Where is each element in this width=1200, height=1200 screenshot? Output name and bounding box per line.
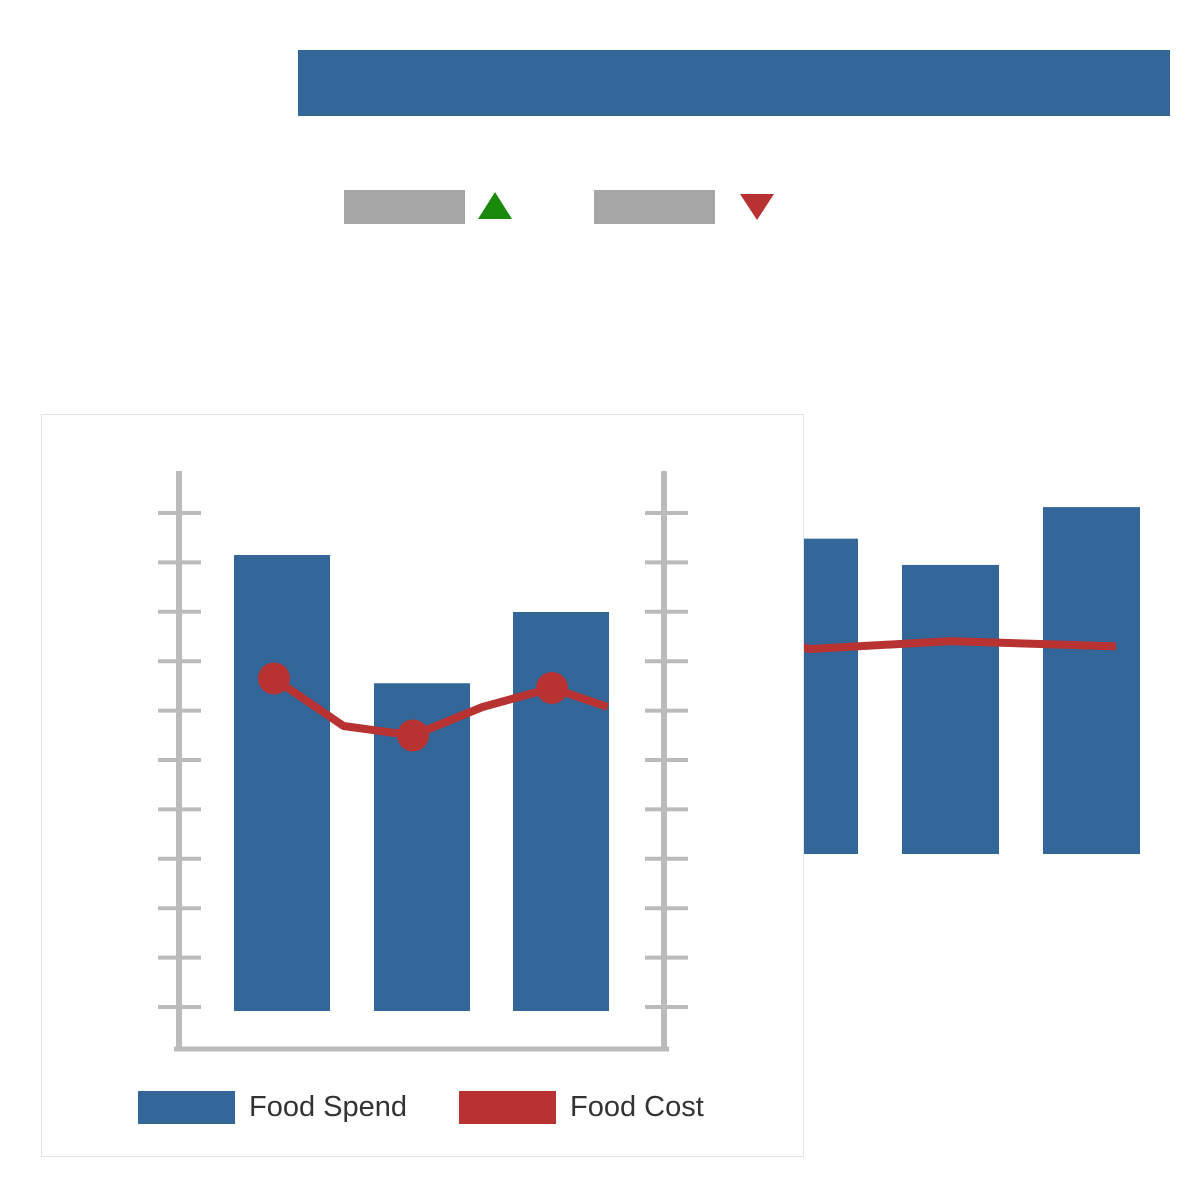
legend-swatch-food-cost <box>459 1090 557 1124</box>
food-cost-point <box>536 672 568 704</box>
background-bar <box>1043 507 1140 854</box>
kpi-placeholder-badge <box>594 190 715 224</box>
chart-legend: Food Spend Food Cost <box>138 1089 756 1125</box>
food-cost-point <box>258 662 290 695</box>
food-chart-card: Food Spend Food Cost <box>41 414 804 1157</box>
legend-swatch-food-spend <box>138 1090 235 1124</box>
kpi-placeholder-badge <box>344 190 465 224</box>
trend-up-icon <box>478 192 512 219</box>
background-bar <box>902 564 999 854</box>
trend-down-icon <box>740 194 774 220</box>
food-spend-bar <box>234 555 330 1011</box>
food-cost-point <box>397 719 429 752</box>
legend-label-food-spend: Food Spend <box>249 1090 408 1123</box>
legend-label-food-cost: Food Cost <box>570 1090 704 1123</box>
legend-item-food-cost[interactable]: Food Cost <box>459 1090 704 1124</box>
dashboard-header-bar <box>298 50 1170 116</box>
food-combo-chart <box>158 471 688 1052</box>
header-divider <box>298 166 1170 178</box>
legend-item-food-spend[interactable]: Food Spend <box>138 1090 408 1124</box>
food-spend-bar <box>513 612 609 1011</box>
